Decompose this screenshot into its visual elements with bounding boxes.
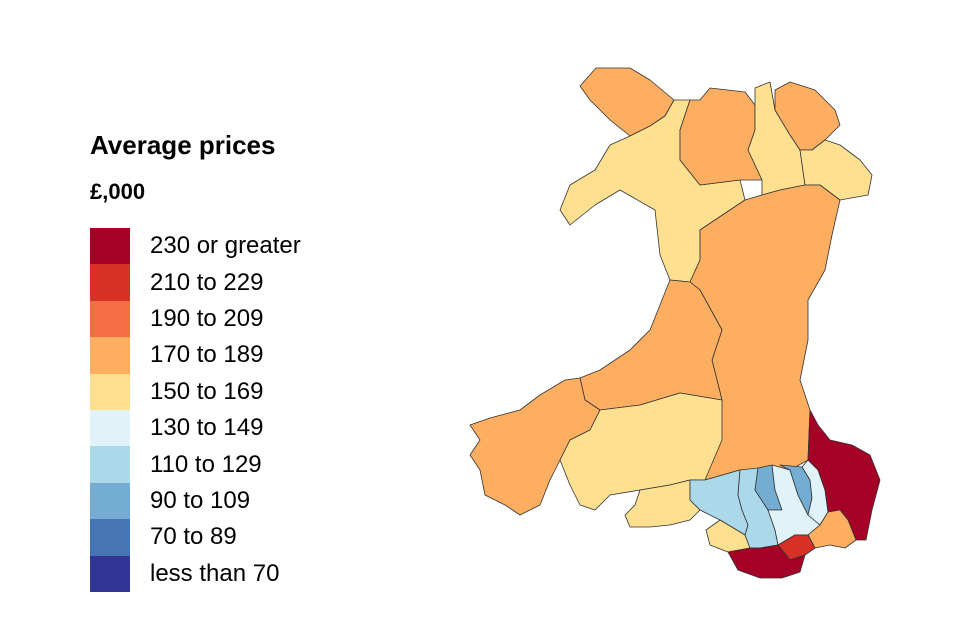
legend-label: 230 or greater	[150, 232, 301, 260]
legend-label: 150 to 169	[150, 377, 264, 405]
legend-item: less than 70	[90, 555, 390, 592]
legend-item: 210 to 229	[90, 264, 390, 301]
legend-item: 150 to 169	[90, 373, 390, 410]
legend-label: 110 to 129	[150, 450, 262, 478]
legend-swatch	[90, 409, 130, 447]
legend-item: 90 to 109	[90, 482, 390, 520]
region-monmouthshire	[807, 409, 881, 541]
legend-label: 90 to 109	[150, 486, 251, 514]
map-svg	[469, 67, 881, 579]
legend-swatch	[90, 482, 130, 520]
legend-label: 170 to 189	[150, 341, 264, 369]
legend-label: 190 to 209	[150, 304, 264, 332]
legend-swatch	[90, 337, 130, 374]
region-ceredigion	[579, 279, 723, 411]
legend-swatch	[90, 446, 130, 483]
legend-items: 230 or greater 210 to 229 190 to 209 170 to…	[90, 228, 390, 592]
legend-swatch	[90, 519, 130, 556]
legend-swatch	[90, 228, 130, 265]
region-swansea	[624, 479, 701, 528]
legend-item: 190 to 209	[90, 300, 390, 338]
legend-swatch	[90, 555, 130, 592]
legend-title: Average prices	[90, 130, 276, 160]
legend-swatch	[90, 300, 130, 338]
legend-label: 130 to 149	[150, 414, 264, 442]
legend-swatch	[90, 264, 130, 301]
legend-item: 70 to 89	[90, 519, 390, 556]
legend-item: 170 to 189	[90, 337, 390, 374]
region-vale-of-glamorgan	[727, 544, 806, 579]
legend-item: 110 to 129	[90, 446, 390, 483]
legend-label: 210 to 229	[150, 268, 264, 296]
legend-label: less than 70	[150, 559, 280, 587]
wales-choropleth-map	[400, 50, 900, 590]
legend-item: 130 to 149	[90, 409, 390, 447]
legend-label: 70 to 89	[150, 523, 237, 551]
map-legend: Average prices £,000 230 or greater 210 t…	[90, 128, 390, 592]
legend-unit: £,000	[90, 179, 146, 204]
legend-item: 230 or greater	[90, 228, 390, 265]
region-conwy	[679, 87, 763, 186]
legend-swatch	[90, 373, 130, 410]
